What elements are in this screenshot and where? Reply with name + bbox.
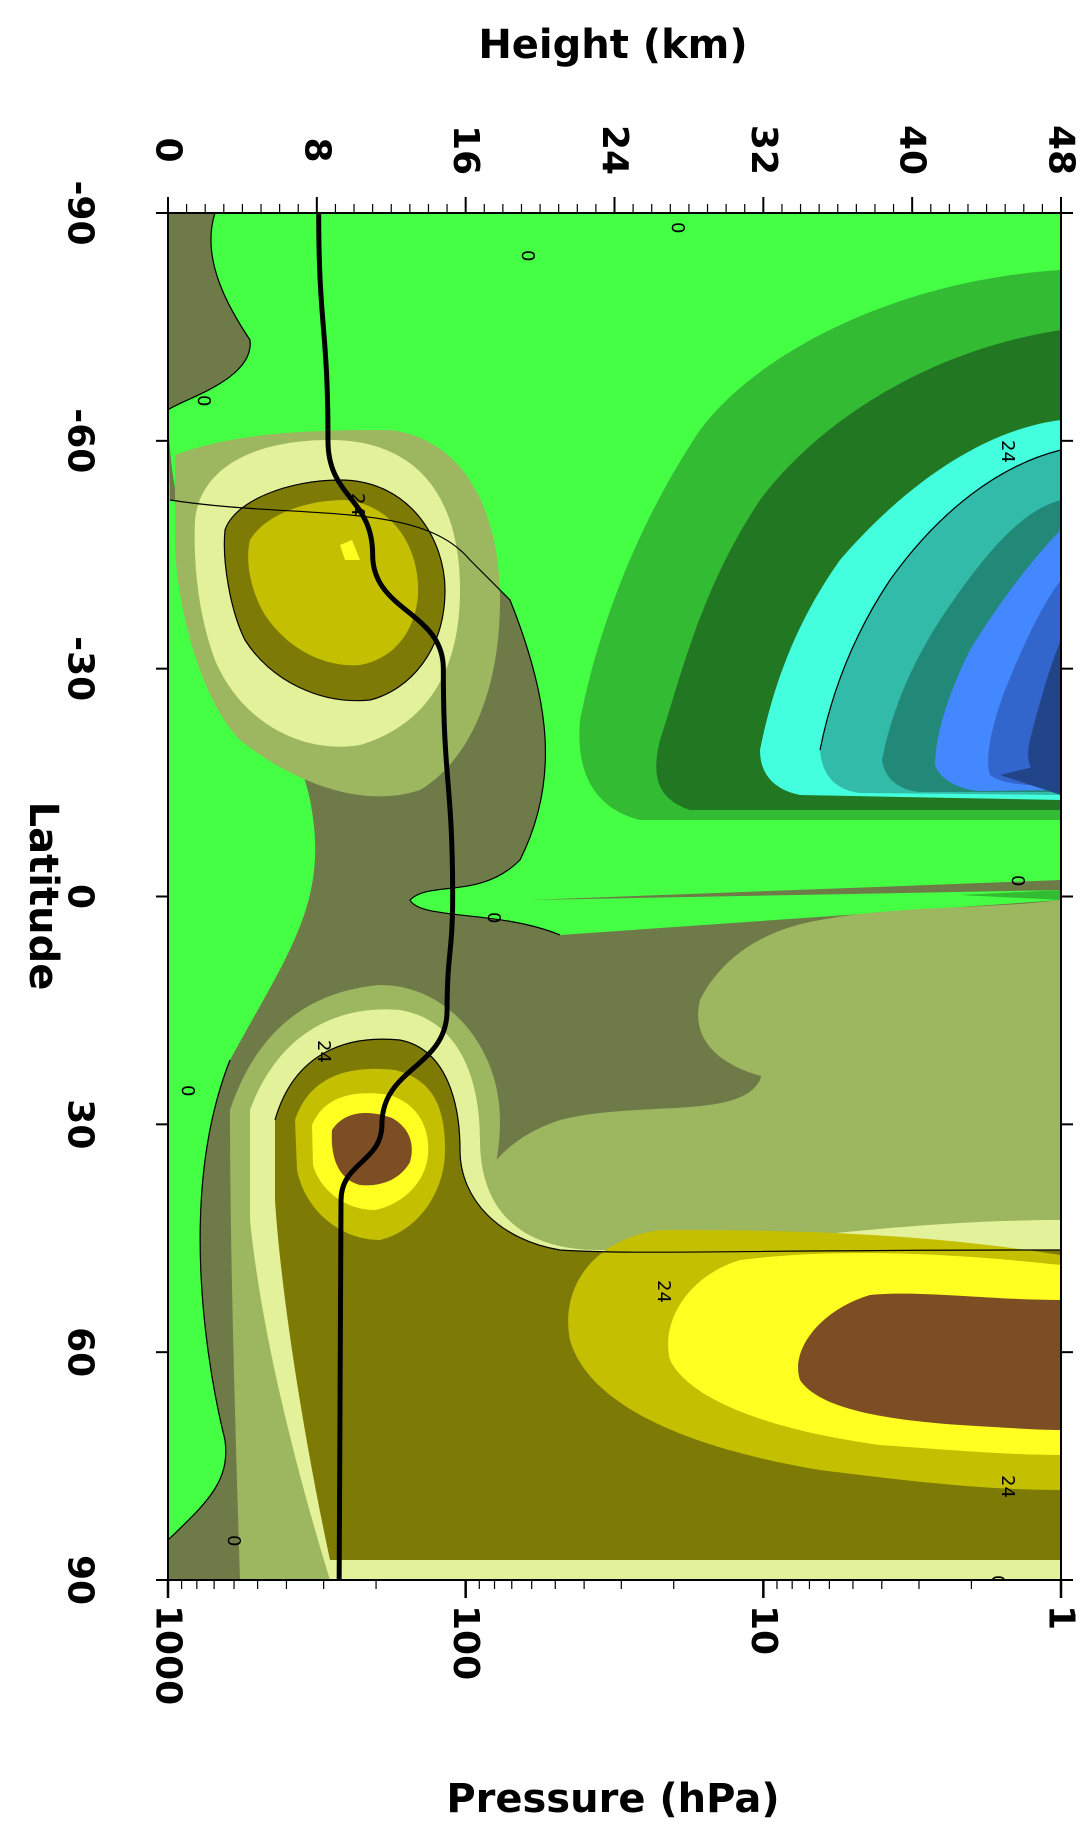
pressure-tick-label: 10: [743, 1605, 784, 1655]
height-tick-label: 8: [296, 137, 337, 162]
latitude-tick-label: 0: [60, 884, 101, 909]
contour-band-upper-olive: [698, 900, 1061, 1080]
height-tick-label: 0: [148, 137, 189, 162]
contour-label: 0: [1007, 875, 1028, 886]
contour-line-zero-north: [168, 1059, 231, 1541]
height-tick-label: 16: [445, 125, 486, 175]
latitude-tick-label: 30: [60, 1099, 101, 1149]
contour-lines: [168, 213, 1061, 1541]
contour-label: 24: [347, 493, 368, 516]
pressure-tick-marks: [166, 1580, 1063, 1598]
pressure-axis-title: Pressure (hPa): [446, 1776, 779, 1822]
tropopause-line: [316, 213, 456, 1580]
contour-band-equatorial-tongue: [530, 880, 1061, 900]
height-tick-label: 32: [743, 125, 784, 175]
latitude-tick-marks: [156, 212, 1073, 1581]
height-axis-title: Height (km): [478, 22, 747, 68]
contour-label: 0: [517, 250, 538, 261]
contour-label: 24: [313, 1040, 334, 1063]
contour-line-24-upper: [819, 449, 1061, 751]
pressure-tick-label: 100: [445, 1605, 486, 1680]
height-tick-labels: 0 8 16 24 32 40 48: [148, 125, 1082, 175]
height-tick-label: 24: [594, 125, 635, 175]
latitude-tick-label: -60: [60, 408, 101, 473]
contour-field: 0 0 0 24 24 0 0 24 0 24 24 0 0: [168, 213, 1061, 1586]
pressure-tick-labels: 1000 100 10 1: [148, 1605, 1082, 1705]
contour-label: 0: [987, 1575, 1008, 1586]
x-axis-title: Latitude: [20, 802, 66, 991]
contour-label: 0: [483, 912, 504, 923]
contour-band-mustard: [248, 500, 419, 666]
contour-band-navy-wedge: [1000, 760, 1061, 795]
contour-label: 0: [223, 1535, 244, 1546]
height-tick-marks: [167, 197, 1062, 213]
contour-band-navy: [1028, 640, 1061, 780]
contour-band-yellow-spot: [340, 540, 360, 560]
contour-labels: 0 0 0 24 24 0 0 24 0 24 24 0 0: [177, 222, 1028, 1586]
contour-band-equatorial-green: [960, 890, 1061, 900]
pressure-tick-label: 1000: [148, 1605, 189, 1705]
pressure-tick-label: 1: [1041, 1605, 1082, 1630]
height-tick-label: 40: [892, 125, 933, 175]
latitude-tick-label: -30: [60, 636, 101, 701]
contour-line-zero-south: [168, 213, 251, 411]
contour-label: 24: [653, 1280, 674, 1303]
contour-band-brown-upper: [798, 1293, 1061, 1430]
latitude-tick-labels: -90 -60 -30 0 30 60 90: [60, 180, 101, 1605]
contour-label: 24: [997, 1475, 1018, 1498]
contour-label: 0: [667, 222, 688, 233]
contour-label: 0: [193, 395, 214, 406]
height-tick-label: 48: [1041, 125, 1082, 175]
latitude-tick-label: -90: [60, 180, 101, 245]
contour-label: 24: [997, 440, 1018, 463]
latitude-tick-label: 60: [60, 1327, 101, 1377]
contour-label: 0: [177, 1085, 198, 1096]
contour-line-24-south: [223, 479, 446, 702]
contour-line-24-north: [274, 1038, 1061, 1253]
latitude-tick-label: 90: [60, 1555, 101, 1605]
contour-line-zero-tropics: [169, 499, 561, 936]
